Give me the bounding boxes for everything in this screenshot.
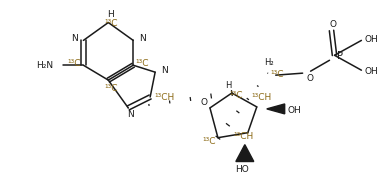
Text: ¹³CH: ¹³CH bbox=[154, 93, 174, 103]
Polygon shape bbox=[236, 145, 254, 162]
Text: O: O bbox=[201, 98, 208, 108]
Text: ¹³C: ¹³C bbox=[104, 83, 118, 93]
Text: N: N bbox=[161, 66, 167, 75]
Text: ¹³C: ¹³C bbox=[202, 137, 216, 146]
Text: OH: OH bbox=[364, 67, 378, 76]
Text: N: N bbox=[127, 110, 134, 119]
Text: ¹³C: ¹³C bbox=[104, 19, 118, 28]
Text: OH: OH bbox=[288, 106, 301, 115]
Text: H₂: H₂ bbox=[264, 58, 274, 67]
Text: ¹³C: ¹³C bbox=[135, 59, 149, 68]
Text: HO: HO bbox=[235, 165, 249, 174]
Text: O: O bbox=[306, 74, 313, 83]
Text: H: H bbox=[225, 81, 231, 90]
Text: P: P bbox=[337, 51, 343, 61]
Polygon shape bbox=[267, 104, 285, 114]
Text: ¹³CH: ¹³CH bbox=[252, 93, 272, 103]
Text: H: H bbox=[107, 10, 114, 19]
Text: ¹³C: ¹³C bbox=[229, 91, 242, 100]
Text: OH: OH bbox=[364, 35, 378, 44]
Text: ¹³CH: ¹³CH bbox=[234, 132, 254, 141]
Text: N: N bbox=[71, 34, 78, 43]
Text: ¹³C: ¹³C bbox=[270, 70, 283, 79]
Text: N: N bbox=[139, 34, 145, 43]
Text: ¹³C: ¹³C bbox=[68, 59, 81, 68]
Text: H₂N: H₂N bbox=[36, 61, 54, 70]
Text: O: O bbox=[329, 20, 336, 29]
